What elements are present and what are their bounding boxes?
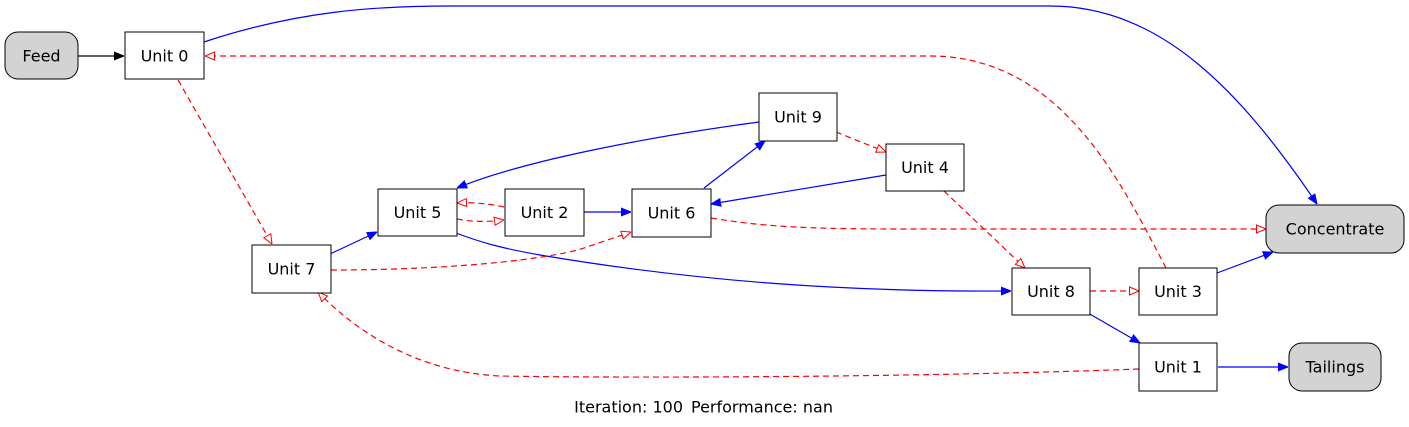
node-unit8[interactable]: Unit 8 bbox=[1011, 267, 1091, 316]
edge-unit5-to-unit8 bbox=[455, 232, 1011, 291]
node-unit2[interactable]: Unit 2 bbox=[504, 188, 585, 237]
node-unit2-label: Unit 2 bbox=[521, 203, 569, 222]
edge-unit7-to-unit5 bbox=[329, 232, 377, 255]
node-unit7-label: Unit 7 bbox=[268, 260, 316, 279]
node-concentrate[interactable]: Concentrate bbox=[1265, 204, 1405, 254]
node-concentrate-label: Concentrate bbox=[1286, 220, 1385, 239]
node-unit8-label: Unit 8 bbox=[1027, 282, 1075, 301]
node-unit0[interactable]: Unit 0 bbox=[124, 31, 205, 80]
edge-unit0-to-unit7 bbox=[177, 79, 272, 244]
edge-unit2-to-unit5 bbox=[457, 203, 505, 208]
node-unit6[interactable]: Unit 6 bbox=[631, 188, 712, 238]
node-unit3-label: Unit 3 bbox=[1154, 282, 1202, 301]
caption-performance: Performance: nan bbox=[691, 398, 833, 417]
edge-unit7-to-unit6 bbox=[330, 232, 631, 271]
node-unit5-label: Unit 5 bbox=[394, 203, 442, 222]
edge-unit6-to-unit9 bbox=[703, 141, 765, 189]
node-feed[interactable]: Feed bbox=[4, 31, 79, 80]
edge-unit8-to-unit1 bbox=[1087, 312, 1140, 343]
node-unit7[interactable]: Unit 7 bbox=[251, 244, 332, 294]
edge-unit1-to-unit7 bbox=[318, 292, 1140, 378]
node-unit1[interactable]: Unit 1 bbox=[1138, 342, 1218, 392]
node-unit1-label: Unit 1 bbox=[1154, 358, 1202, 377]
node-unit9-label: Unit 9 bbox=[774, 108, 822, 127]
edge-unit5-to-unit2 bbox=[456, 219, 504, 221]
edge-unit3-to-concentrate bbox=[1216, 252, 1273, 274]
node-feed-label: Feed bbox=[22, 47, 60, 66]
node-unit4[interactable]: Unit 4 bbox=[885, 143, 965, 192]
node-unit9[interactable]: Unit 9 bbox=[758, 92, 838, 142]
node-tailings[interactable]: Tailings bbox=[1288, 342, 1382, 392]
node-unit3[interactable]: Unit 3 bbox=[1138, 267, 1218, 316]
node-unit0-label: Unit 0 bbox=[141, 47, 189, 66]
edge-unit6-to-concentrate bbox=[710, 217, 1266, 229]
node-unit4-label: Unit 4 bbox=[901, 158, 949, 177]
edge-unit9-to-unit5 bbox=[457, 121, 760, 189]
edge-unit9-to-unit4 bbox=[835, 131, 886, 152]
node-unit5[interactable]: Unit 5 bbox=[377, 188, 458, 237]
node-tailings-label: Tailings bbox=[1305, 358, 1365, 377]
edge-unit0-to-concentrate bbox=[203, 5, 1317, 204]
edge-unit4-to-unit6 bbox=[711, 174, 887, 204]
node-unit6-label: Unit 6 bbox=[648, 204, 696, 223]
caption-iteration: Iteration: 100 bbox=[574, 398, 683, 417]
